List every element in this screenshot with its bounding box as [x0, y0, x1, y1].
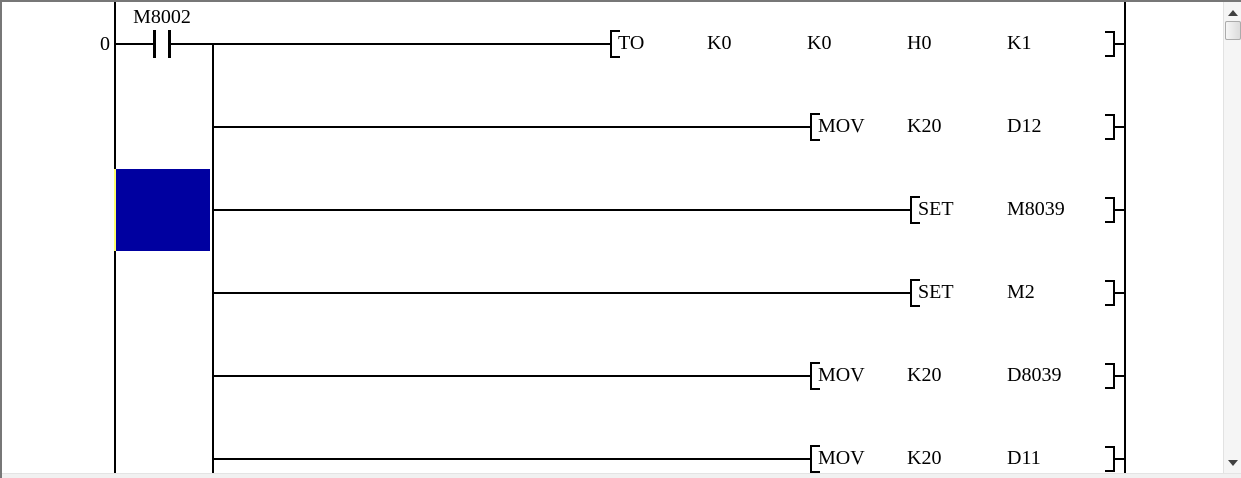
triangle-up-icon — [1227, 9, 1238, 16]
open-bracket-arm — [910, 196, 920, 198]
close-bracket-arm — [1105, 221, 1115, 223]
open-bracket-arm — [810, 113, 820, 115]
close-bracket-arm — [1105, 304, 1115, 306]
open-bracket-arm — [810, 388, 820, 390]
instruction-operand[interactable]: K20 — [907, 115, 942, 137]
scroll-down-button[interactable] — [1224, 454, 1241, 471]
close-bracket-arm — [1105, 138, 1115, 140]
instruction-operand[interactable]: K1 — [1007, 32, 1032, 54]
right-power-rail — [1124, 2, 1126, 475]
contact-label: M8002 — [133, 6, 191, 28]
contact-cell-M8002[interactable] — [132, 24, 192, 64]
open-bracket — [910, 279, 912, 307]
selection-cursor — [114, 169, 210, 251]
open-bracket — [810, 445, 812, 473]
instruction-operand[interactable]: H0 — [907, 32, 932, 54]
rung-line — [212, 458, 810, 460]
branch-vertical-line — [212, 43, 214, 475]
close-bracket-tick — [1113, 375, 1126, 377]
close-bracket-arm — [1105, 470, 1115, 472]
close-bracket-arm — [1105, 280, 1115, 282]
rung-line — [212, 209, 910, 211]
row-number: 0 — [100, 33, 110, 55]
rung-line — [212, 292, 910, 294]
triangle-down-icon — [1227, 459, 1238, 466]
close-bracket-arm — [1105, 55, 1115, 57]
rung-line — [114, 43, 153, 45]
contact-bar-left — [153, 30, 156, 58]
vertical-scrollbar[interactable] — [1223, 2, 1241, 478]
instruction-operand[interactable]: M8039 — [1007, 198, 1065, 220]
close-bracket-arm — [1105, 446, 1115, 448]
close-bracket-arm — [1105, 197, 1115, 199]
close-bracket-arm — [1105, 114, 1115, 116]
open-bracket-arm — [910, 279, 920, 281]
open-bracket-arm — [910, 305, 920, 307]
instruction-name[interactable]: MOV — [818, 115, 865, 137]
rung-line — [212, 126, 810, 128]
close-bracket-tick — [1113, 43, 1126, 45]
scrollbar-thumb[interactable] — [1225, 21, 1241, 40]
open-bracket-arm — [610, 30, 620, 32]
open-bracket — [810, 113, 812, 141]
open-bracket-arm — [810, 471, 820, 473]
instruction-operand[interactable]: K20 — [907, 447, 942, 469]
open-bracket — [910, 196, 912, 224]
instruction-name[interactable]: TO — [618, 32, 645, 54]
instruction-name[interactable]: SET — [918, 281, 954, 303]
open-bracket-arm — [610, 56, 620, 58]
open-bracket — [810, 362, 812, 390]
open-bracket-arm — [810, 139, 820, 141]
close-bracket-arm — [1105, 363, 1115, 365]
instruction-operand[interactable]: M2 — [1007, 281, 1035, 303]
instruction-name[interactable]: MOV — [818, 364, 865, 386]
close-bracket-arm — [1105, 31, 1115, 33]
inverted-rail-segment — [114, 169, 116, 251]
open-bracket-arm — [810, 362, 820, 364]
open-bracket — [610, 30, 612, 58]
instruction-operand[interactable]: D12 — [1007, 115, 1042, 137]
bottom-edge — [2, 473, 1241, 478]
close-bracket-arm — [1105, 387, 1115, 389]
close-bracket-tick — [1113, 126, 1126, 128]
instruction-operand[interactable]: D8039 — [1007, 364, 1062, 386]
instruction-name[interactable]: MOV — [818, 447, 865, 469]
close-bracket-tick — [1113, 458, 1126, 460]
open-bracket-arm — [910, 222, 920, 224]
rung-line — [171, 43, 610, 45]
instruction-operand[interactable]: K20 — [907, 364, 942, 386]
instruction-operand[interactable]: K0 — [707, 32, 732, 54]
open-bracket-arm — [810, 445, 820, 447]
close-bracket-tick — [1113, 292, 1126, 294]
instruction-operand[interactable]: D11 — [1007, 447, 1041, 469]
close-bracket-tick — [1113, 209, 1126, 211]
rung-line — [212, 375, 810, 377]
contact-bar-right — [168, 30, 171, 58]
instruction-name[interactable]: SET — [918, 198, 954, 220]
instruction-operand[interactable]: K0 — [807, 32, 832, 54]
scroll-up-button[interactable] — [1224, 4, 1241, 21]
